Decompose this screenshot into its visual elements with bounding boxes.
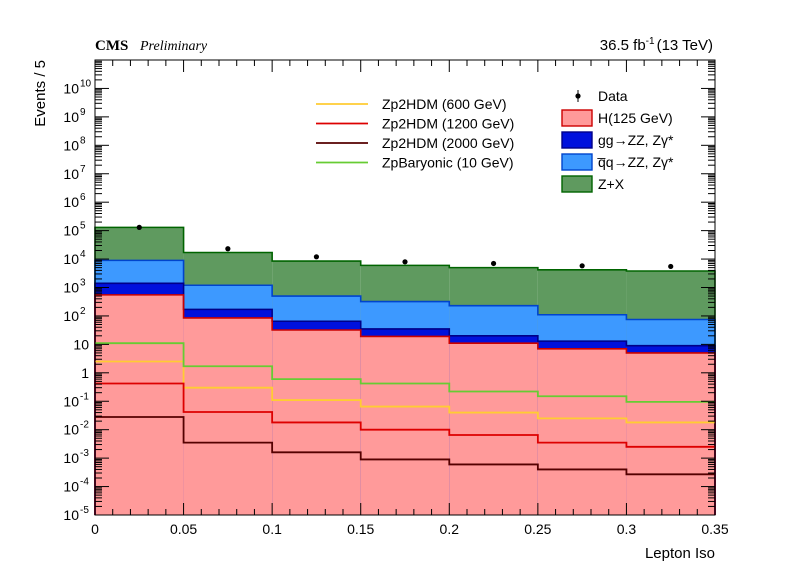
signal-lines: [95, 342, 715, 476]
data-point-3: [402, 259, 408, 265]
y-tick-exponent-4: -1: [80, 391, 89, 402]
experiment-label: CMS: [95, 38, 128, 54]
legend-label-1: H(125 GeV): [598, 110, 673, 126]
y-tick-exponent-8: 3: [80, 278, 86, 289]
y-tick-exponent-13: 8: [80, 135, 86, 146]
y-tick-exponent-3: -2: [80, 420, 89, 431]
legend-label-2: gg→ZZ, Zγ*: [598, 132, 674, 148]
signal-line-3: [95, 342, 715, 403]
lumi-label: 36.5 fb-1 (13 TeV): [600, 36, 713, 54]
legend-data-marker: [575, 93, 581, 99]
x-axis-label: Lepton Iso: [645, 545, 715, 562]
y-axis-label: Events / 5: [32, 60, 49, 127]
legend-backgrounds: Data H(125 GeV) gg→ZZ, Zγ* q̅q→ZZ, Zγ* Z+X: [561, 88, 674, 193]
data-point-6: [668, 263, 674, 270]
y-tick-label-4: 10: [63, 393, 79, 409]
x-tick-label-7: 0.35: [701, 521, 728, 537]
x-tick-label-0: 0: [91, 521, 99, 537]
bar-higgs-bin-4: [449, 343, 538, 515]
legend-label-signal-0: Zp2HDM (600 GeV): [382, 96, 506, 112]
y-tick-label-6: 10: [73, 336, 89, 352]
signal-line-0: [95, 360, 715, 424]
y-tick-label-0: 10: [63, 507, 79, 523]
y-tick-label-2: 10: [63, 450, 79, 466]
y-tick-label-1: 10: [63, 479, 79, 495]
bar-higgs-bin-6: [626, 352, 715, 515]
data-point-4: [490, 260, 497, 267]
y-tick-exponent-10: 5: [80, 221, 86, 232]
x-tick-label-6: 0.3: [617, 521, 637, 537]
x-tick-label-4: 0.2: [440, 521, 460, 537]
signal-line-2: [95, 416, 715, 476]
y-tick-label-11: 10: [63, 194, 79, 210]
legend-label-3: q̅q→ZZ, Zγ*: [596, 154, 674, 170]
x-tick-label-1: 0.05: [170, 521, 197, 537]
y-tick-label-15: 10: [63, 80, 79, 96]
x-axis-ticks: 0 0.05 0.1 0.15 0.2 0.25 0.3 0.35: [91, 60, 729, 537]
y-tick-exponent-11: 6: [80, 192, 86, 203]
legend-label-4: Z+X: [598, 176, 625, 192]
data-point-5: [579, 263, 585, 269]
y-tick-label-3: 10: [63, 422, 79, 438]
y-tick-label-14: 10: [63, 109, 79, 125]
data-points: [136, 224, 674, 270]
x-tick-label-2: 0.1: [262, 521, 282, 537]
lumi-exponent: -1: [646, 36, 655, 47]
edge-qqzz: [94, 259, 716, 515]
lumi-value: 36.5 fb: [600, 37, 646, 54]
legend-label-signal-2: Zp2HDM (2000 GeV): [382, 135, 514, 151]
y-tick-label-5: 1: [81, 365, 89, 381]
y-tick-exponent-2: -3: [80, 448, 89, 459]
legend-swatch-qqzz: [561, 153, 593, 171]
y-tick-exponent-1: -4: [80, 477, 89, 488]
signal-line-1: [95, 382, 715, 448]
y-tick-label-10: 10: [63, 223, 79, 239]
y-tick-label-12: 10: [63, 166, 79, 182]
legend-label-signal-3: ZpBaryonic (10 GeV): [382, 155, 514, 171]
bar-higgs-bin-5: [537, 348, 627, 515]
experiment-tag: Preliminary: [139, 39, 208, 54]
y-tick-label-9: 10: [63, 251, 79, 267]
data-point-2: [313, 254, 320, 260]
y-tick-exponent-9: 4: [80, 249, 86, 260]
x-tick-label-3: 0.15: [347, 521, 374, 537]
legend-swatch-higgs: [561, 109, 593, 127]
y-tick-exponent-0: -5: [80, 505, 89, 516]
bar-higgs-bin-0: [95, 294, 184, 515]
legend-signals: Zp2HDM (600 GeV) Zp2HDM (1200 GeV) Zp2HDM …: [316, 96, 514, 171]
y-tick-label-13: 10: [63, 137, 79, 153]
y-tick-exponent-15: 10: [80, 78, 92, 89]
y-tick-exponent-14: 9: [80, 107, 86, 118]
legend-swatch-zx: [561, 175, 593, 193]
legend-swatch-ggzz: [561, 131, 593, 149]
legend-label-signal-1: Zp2HDM (1200 GeV): [382, 116, 514, 132]
x-tick-label-5: 0.25: [524, 521, 551, 537]
legend-label-0: Data: [598, 88, 628, 104]
y-tick-exponent-12: 7: [80, 164, 86, 175]
bar-higgs-bin-3: [360, 336, 450, 515]
edge-higgs: [94, 294, 716, 515]
data-point-1: [225, 246, 231, 252]
y-tick-label-7: 10: [63, 308, 79, 324]
bar-higgs-bin-1: [183, 317, 273, 515]
stack-edges: [94, 226, 716, 515]
energy-label: (13 TeV): [657, 37, 713, 54]
data-point-0: [136, 224, 142, 230]
y-tick-exponent-7: 2: [80, 306, 86, 317]
y-tick-label-8: 10: [63, 280, 79, 296]
edge-zx: [94, 226, 716, 515]
